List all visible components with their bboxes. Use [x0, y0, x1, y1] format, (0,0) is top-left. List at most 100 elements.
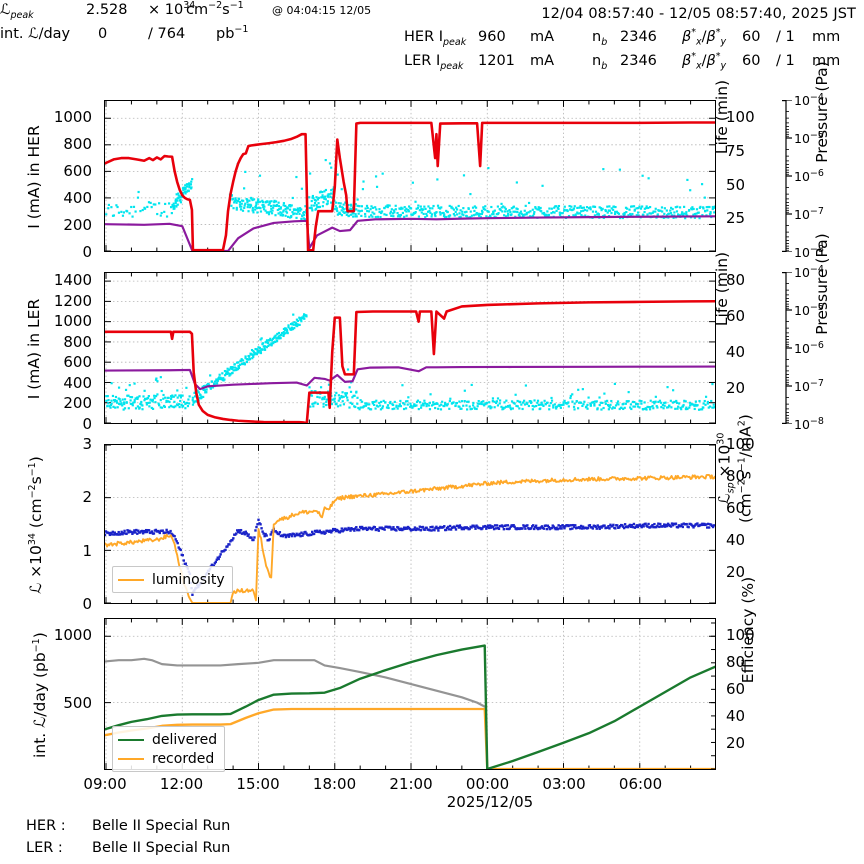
- y-tick-label: 3: [82, 435, 92, 453]
- efficiency-tick-labels: 20 40 60 80 100: [722, 618, 762, 770]
- ler-beam-row: LER Ipeak 1201 mA nb 2346 β*x/β*y 60 / 1…: [404, 51, 841, 72]
- ler-beta-label-y: β: [706, 52, 716, 69]
- her-life-axis-title: Life (min): [713, 79, 731, 155]
- ler-ring-label: LER: [404, 52, 432, 69]
- ler-beta-label-x: β: [682, 52, 692, 69]
- luminosity-legend: luminosity: [112, 566, 233, 593]
- y-tick-label: 500: [63, 693, 92, 712]
- y-tick-label: 1200: [53, 291, 92, 310]
- pressure-tick-label: 10−4: [794, 91, 824, 109]
- y-tick-label: 400: [63, 189, 92, 208]
- her-beta-x-sub: x: [696, 36, 702, 48]
- ler-beta-y-value: / 1: [776, 52, 795, 69]
- int-axis-sup: −1: [30, 638, 42, 653]
- legend-line-luminosity: [118, 578, 144, 581]
- lumi-axis-part-d: ): [27, 456, 46, 463]
- ler-beta-y-sub: y: [720, 60, 727, 72]
- y-tick-label: 800: [63, 135, 92, 154]
- summary-right-block: HER Ipeak 960 mA nb 2346 β*x/β*y 60 / 1 …: [404, 27, 840, 75]
- right-tick-label: 100: [726, 108, 755, 127]
- ler-pressure-axis: 10−4 10−5 10−6 10−7 10−8: [780, 264, 864, 432]
- her-run-key: HER :: [26, 818, 66, 834]
- legend-item-delivered[interactable]: delivered: [118, 730, 217, 749]
- pressure-tick-label: 10−8: [794, 243, 824, 261]
- date-range-label: 12/04 08:57:40 - 12/05 08:57:40, 2025 JS…: [541, 6, 856, 22]
- right-tick-label: 60: [726, 307, 746, 326]
- integrated-luminosity-row: int. ℒ/day 0 / 764 pb−1: [0, 24, 864, 48]
- y-tick-label: 1000: [53, 312, 92, 331]
- right-tick-label: 60: [726, 499, 746, 517]
- x-tick-label: 06:00: [618, 775, 663, 793]
- ler-ipeak-unit: mA: [530, 52, 555, 69]
- int-lumi-unit: pb: [216, 25, 235, 42]
- legend-line-delivered: [118, 738, 144, 741]
- right-tick-label: 100: [726, 435, 755, 453]
- ler-pressure-axis-title: Pressure (Pa): [813, 233, 831, 335]
- x-axis-date-label: 2025/12/05: [446, 793, 534, 811]
- spec-axis-sub: sp: [725, 482, 737, 494]
- peak-luminosity-times: × 10: [148, 1, 184, 18]
- spec-axis-unit-cm-sup: −2: [736, 479, 748, 494]
- legend-item-luminosity[interactable]: luminosity: [118, 570, 225, 589]
- y-tick-label: 600: [63, 162, 92, 181]
- right-tick-label: 40: [726, 707, 746, 726]
- int-axis-symbol: ℒ: [31, 716, 50, 728]
- her-run-value: Belle II Special Run: [92, 818, 231, 834]
- her-beta-x-value: 60: [742, 28, 761, 45]
- int-axis-part-d: ): [31, 632, 50, 639]
- ler-ipeak-label: I: [435, 52, 441, 69]
- pressure-tick-label: 10−7: [794, 377, 824, 395]
- spec-axis-unit-ma-sup: 2: [736, 420, 748, 427]
- x-axis-tick-labels: 09:00 12:00 15:00 18:00 21:00 00:00 03:00 06:00: [0, 775, 864, 795]
- ler-nb-label: n: [592, 52, 602, 69]
- ler-life-axis-title: Life (min): [713, 251, 731, 327]
- spec-axis-unit-s-sup: −1: [736, 457, 748, 472]
- her-y-axis-title: I (mA) in HER: [25, 125, 43, 229]
- lumi-axis-c-sup: −1: [26, 462, 38, 477]
- her-pressure-axis: 10−4 10−5 10−6 10−7 10−8: [780, 92, 864, 260]
- peak-luminosity-row: ℒpeak 2.528 × 1034 cm−2s−1 @ 04:04:15 12…: [0, 0, 864, 24]
- x-tick-label: 15:00: [236, 775, 280, 793]
- her-y-tick-labels: 0 200 400 600 800 1000: [0, 100, 100, 261]
- her-nb-value: 2346: [620, 28, 657, 45]
- x-tick-label: 12:00: [159, 775, 204, 793]
- y-tick-label: 0: [82, 243, 92, 261]
- ler-ipeak-value: 1201: [478, 52, 515, 69]
- integrated-y-tick-labels: 500 1000: [0, 618, 100, 770]
- spec-axis-unit-close: ): [736, 414, 755, 421]
- spec-lumi-axis-title: ℒsp ×1030 (cm−2s−1/mA2): [715, 394, 755, 544]
- ler-beta-unit: mm: [812, 52, 841, 69]
- y-tick-label: 1000: [53, 108, 92, 127]
- her-nb-label: n: [592, 28, 602, 45]
- pressure-tick-label: 10−6: [794, 339, 824, 357]
- summary-left-block: ℒpeak 2.528 × 1034 cm−2s−1 @ 04:04:15 12…: [0, 0, 864, 48]
- her-beam-row: HER Ipeak 960 mA nb 2346 β*x/β*y 60 / 1 …: [404, 27, 841, 48]
- int-axis-part-c: /day (pb: [31, 652, 50, 717]
- x-tick-label: 00:00: [465, 775, 510, 793]
- y-tick-label: 800: [63, 332, 92, 351]
- right-tick-label: 50: [726, 175, 746, 194]
- x-tick-label: 03:00: [542, 775, 586, 793]
- peak-luminosity-unit-cm: cm: [186, 1, 209, 18]
- lumi-axis-b-sup: −2: [26, 484, 38, 499]
- her-run-footer: HER : Belle II Special Run: [26, 818, 230, 834]
- peak-luminosity-label: ℒ: [0, 1, 11, 18]
- y-tick-label: 200: [63, 216, 92, 235]
- her-ipeak-value: 960: [478, 28, 506, 45]
- her-ring-label: HER: [404, 28, 435, 45]
- her-beta-y-sub: y: [720, 36, 727, 48]
- y-tick-label: 1: [82, 541, 92, 560]
- pressure-tick-label: 10−4: [794, 263, 824, 281]
- legend-item-recorded[interactable]: recorded: [118, 749, 217, 768]
- her-current-panel: [104, 100, 716, 252]
- right-tick-label: 20: [726, 734, 746, 753]
- spec-lumi-tick-labels: 20 40 60 80 100: [722, 435, 762, 604]
- lumi-axis-part-b: (cm: [27, 498, 46, 534]
- y-tick-label: 400: [63, 373, 92, 392]
- luminosity-y-tick-labels: 0 1 2 3: [0, 435, 100, 613]
- y-tick-label: 0: [82, 415, 92, 433]
- y-tick-label: 1000: [53, 626, 92, 645]
- peak-luminosity-unit-s: s: [222, 1, 230, 18]
- right-tick-label: 80: [726, 271, 746, 290]
- peak-luminosity-timestamp: @ 04:04:15 12/05: [272, 3, 372, 17]
